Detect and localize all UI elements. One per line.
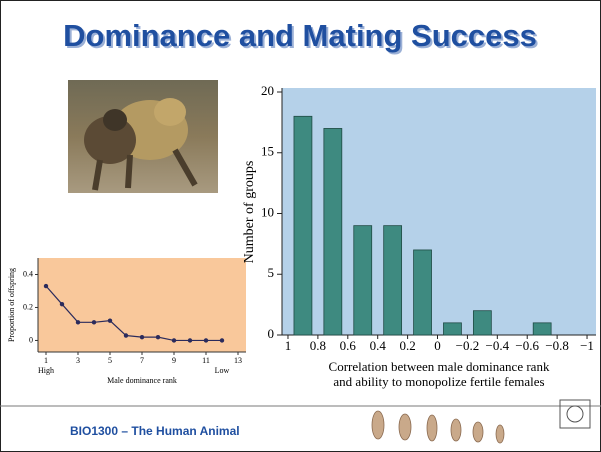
bar — [294, 116, 312, 335]
bar — [354, 226, 372, 335]
y-tick-label: 0.2 — [23, 302, 33, 311]
x-tick-label: 9 — [172, 356, 176, 365]
photo — [68, 80, 218, 193]
x-axis-label: Correlation between male dominance rank — [329, 359, 550, 374]
data-point — [156, 335, 160, 339]
title: Dominance and Mating Success — [63, 18, 537, 53]
data-point — [92, 320, 96, 324]
x-tick-label: −0.8 — [545, 338, 569, 353]
slide: Dominance and Mating Success Dominance a… — [0, 0, 601, 452]
data-point — [108, 318, 112, 322]
x-tick-label: 1 — [285, 338, 292, 353]
y-tick-label: 20 — [261, 83, 274, 98]
bar — [384, 226, 402, 335]
x-tick-label: 0.8 — [310, 338, 326, 353]
data-point — [188, 338, 192, 342]
x-tick-label: 13 — [234, 356, 242, 365]
y-axis-label: Proportion of offspring — [7, 268, 16, 342]
data-point — [140, 335, 144, 339]
footer-text: BIO1300 – The Human Animal — [70, 424, 240, 438]
x-tick-label: 11 — [202, 356, 210, 365]
bar — [324, 128, 342, 335]
y-tick-label: 0 — [29, 335, 33, 344]
x-tick-label: 3 — [76, 356, 80, 365]
y-tick-label: 5 — [268, 265, 275, 280]
x-tick-label: 7 — [140, 356, 144, 365]
bar — [414, 250, 432, 335]
x-tick-label: −0.4 — [486, 338, 510, 353]
x-axis-label: Male dominance rank — [107, 376, 177, 385]
annotation: High — [38, 366, 54, 375]
data-point — [124, 333, 128, 337]
bar — [473, 311, 491, 335]
y-tick-label: 0 — [268, 326, 275, 341]
data-point — [76, 320, 80, 324]
x-tick-label: −1 — [580, 338, 594, 353]
x-tick-label: 0.6 — [340, 338, 357, 353]
data-point — [44, 284, 48, 288]
x-tick-label: −0.2 — [456, 338, 480, 353]
x-tick-label: 0 — [434, 338, 441, 353]
data-point — [220, 338, 224, 342]
y-tick-label: 10 — [261, 204, 274, 219]
y-tick-label: 0.4 — [23, 269, 33, 278]
x-tick-label: 0.2 — [399, 338, 415, 353]
y-axis-label: Number of groups — [242, 161, 257, 264]
data-point — [172, 338, 176, 342]
x-tick-label: −0.6 — [515, 338, 539, 353]
bar — [443, 323, 461, 335]
bar — [533, 323, 551, 335]
x-tick-label: 0.4 — [370, 338, 387, 353]
y-tick-label: 15 — [261, 144, 274, 159]
data-point — [60, 302, 64, 306]
x-axis-label: and ability to monopolize fertile female… — [333, 374, 544, 389]
data-point — [204, 338, 208, 342]
x-tick-label: 5 — [108, 356, 112, 365]
annotation: Low — [215, 366, 230, 375]
x-tick-label: 1 — [44, 356, 48, 365]
